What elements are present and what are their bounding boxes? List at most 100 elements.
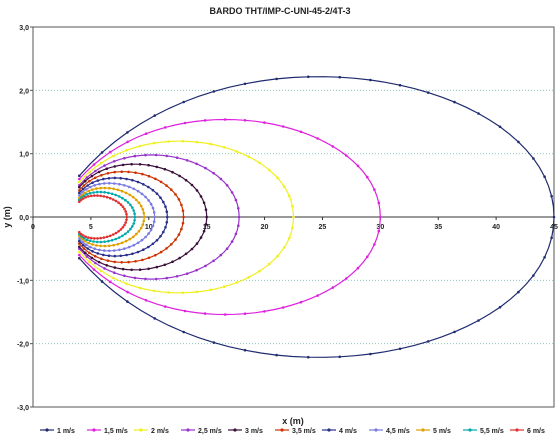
data-point <box>237 224 240 227</box>
data-point <box>108 280 112 284</box>
data-point <box>177 198 181 201</box>
data-point <box>106 172 110 175</box>
data-point <box>174 193 177 196</box>
data-point <box>95 240 99 244</box>
data-point <box>82 234 85 237</box>
data-point <box>338 355 342 359</box>
data-point <box>517 290 520 294</box>
data-point <box>89 185 92 189</box>
data-point <box>103 240 106 243</box>
data-point <box>225 247 229 250</box>
data-point <box>167 140 170 143</box>
data-point <box>164 205 167 208</box>
data-point <box>117 236 121 239</box>
data-point <box>95 244 98 247</box>
data-point <box>180 203 183 207</box>
data-point <box>377 229 381 233</box>
data-point <box>174 238 177 241</box>
data-point <box>97 170 101 174</box>
data-point <box>120 170 123 173</box>
data-point <box>91 181 94 184</box>
legend-marker <box>280 428 284 432</box>
data-point <box>99 244 102 248</box>
data-point <box>105 264 108 267</box>
data-point <box>110 192 114 196</box>
data-point <box>81 243 85 247</box>
data-point <box>91 250 94 253</box>
data-point <box>108 249 111 253</box>
data-point <box>373 243 376 246</box>
data-point <box>543 255 546 259</box>
data-point <box>136 250 140 254</box>
data-point <box>78 237 81 240</box>
data-point <box>100 280 104 283</box>
data-point <box>137 229 141 233</box>
data-point <box>132 243 136 247</box>
data-point <box>331 145 335 148</box>
legend-label: 5 m/s <box>433 428 451 435</box>
data-point <box>99 186 102 190</box>
data-point <box>95 190 99 194</box>
data-point <box>209 142 213 146</box>
data-point <box>130 162 133 166</box>
data-point <box>125 212 128 216</box>
data-point <box>316 137 319 140</box>
data-point <box>263 310 266 313</box>
data-point <box>94 261 97 265</box>
data-point <box>134 260 137 263</box>
data-point <box>93 184 96 187</box>
data-point <box>135 198 138 202</box>
data-point <box>130 268 133 272</box>
data-point <box>170 243 173 246</box>
data-point <box>78 230 81 234</box>
data-point <box>222 285 226 289</box>
data-point <box>129 227 132 231</box>
data-point <box>185 159 189 162</box>
data-point <box>81 190 84 194</box>
data-point <box>147 185 150 189</box>
data-point <box>78 250 81 254</box>
legend-marker <box>186 428 190 432</box>
data-point <box>426 91 430 94</box>
data-point <box>112 187 115 191</box>
data-point <box>147 199 150 202</box>
data-point <box>142 183 145 186</box>
data-point <box>154 253 157 257</box>
data-point <box>149 228 153 232</box>
data-point <box>117 195 121 198</box>
data-point <box>453 100 456 104</box>
data-point <box>153 317 156 320</box>
x-tick-label: 5 <box>89 224 93 231</box>
data-point <box>133 212 136 215</box>
data-point <box>152 220 156 223</box>
data-point <box>299 300 303 304</box>
legend-marker <box>92 428 96 432</box>
data-point <box>141 258 144 262</box>
data-point <box>107 177 111 180</box>
data-point <box>190 247 194 251</box>
data-point <box>195 268 198 272</box>
data-point <box>195 162 198 166</box>
data-point <box>103 164 106 167</box>
data-point <box>93 237 96 240</box>
data-point <box>121 196 124 200</box>
data-point <box>159 196 162 199</box>
data-point <box>162 230 165 234</box>
data-point <box>103 191 106 194</box>
data-point <box>138 268 142 272</box>
data-point <box>118 248 121 252</box>
data-point <box>138 286 142 290</box>
data-point <box>136 189 140 193</box>
data-point <box>132 235 135 239</box>
data-point <box>99 269 103 273</box>
data-point <box>81 240 84 244</box>
data-point <box>165 184 168 187</box>
data-point <box>183 309 187 313</box>
data-point <box>98 248 101 252</box>
x-tick-label: 10 <box>145 224 153 231</box>
data-point <box>129 203 132 207</box>
data-point <box>121 234 124 238</box>
data-point <box>97 260 101 264</box>
data-point <box>199 236 203 239</box>
data-point <box>152 289 156 293</box>
